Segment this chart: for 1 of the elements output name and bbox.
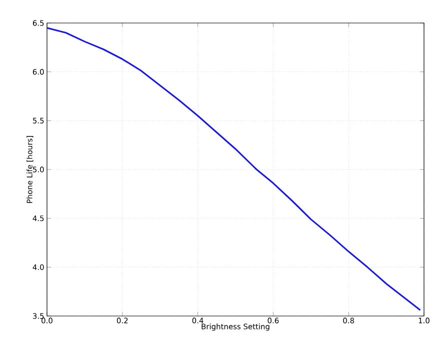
line-series [47, 27, 422, 311]
